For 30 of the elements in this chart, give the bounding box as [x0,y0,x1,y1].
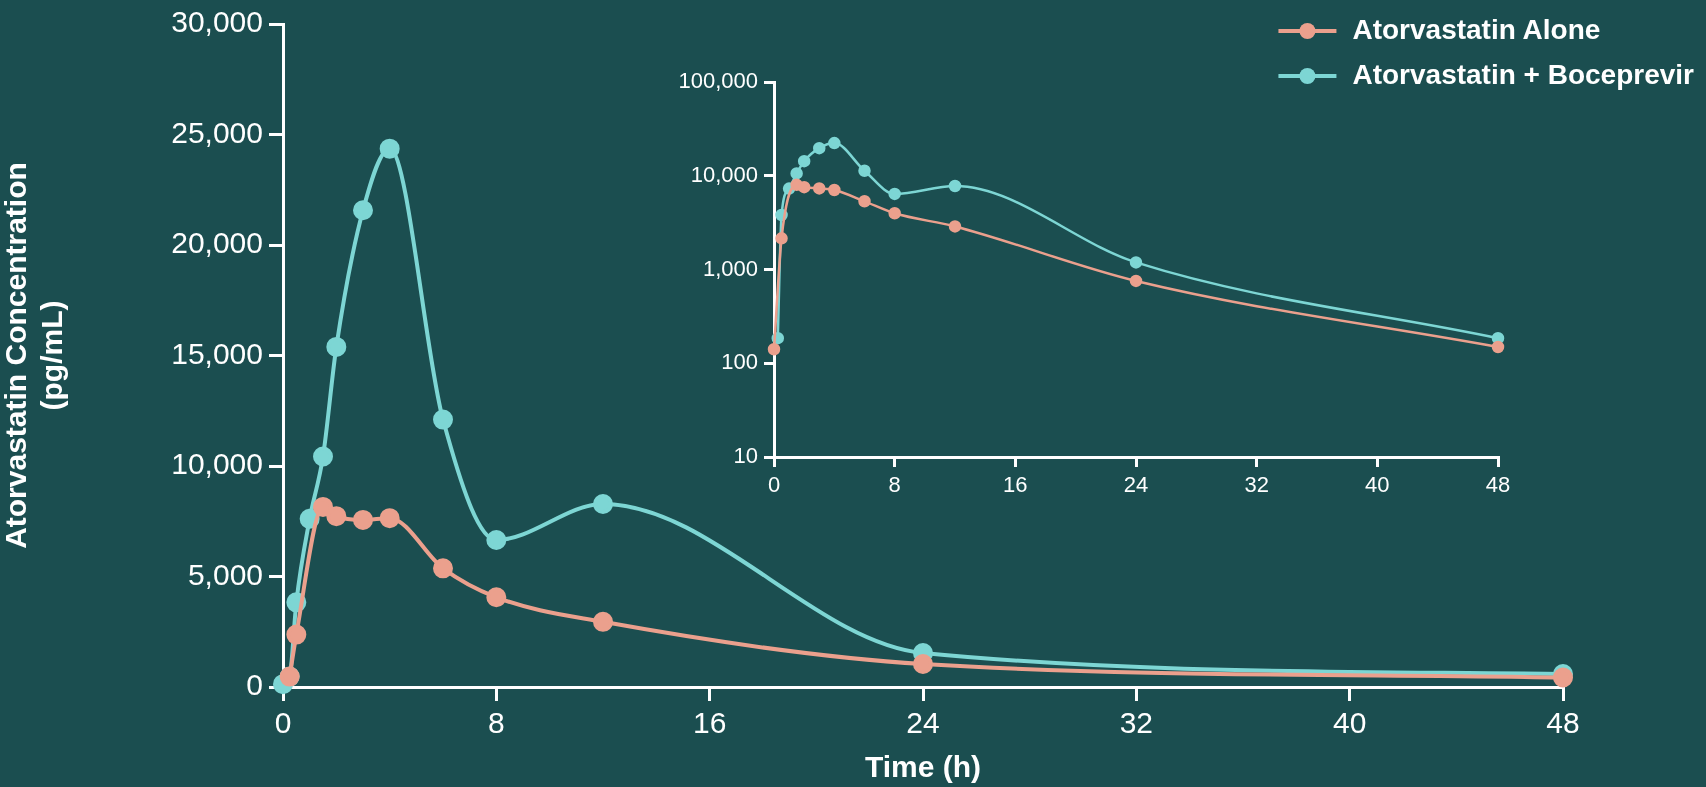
legend-label: Atorvastatin Alone [1352,13,1601,45]
y-tick-label: 100,000 [678,68,758,94]
x-tick-label: 48 [1485,472,1511,498]
y-tick-label: 10,000 [171,447,263,481]
y-tick-label: 10 [733,443,758,469]
x-tick-label: 0 [767,472,781,498]
x-tick-label: 48 [1546,706,1580,740]
y-axis-title: Atorvastatin Concentration (pg/mL) [0,162,69,549]
y-tick-label: 25,000 [171,115,263,149]
x-tick-label: 8 [888,472,901,498]
y-tick-label: 100 [721,349,758,375]
y-tick-label: 0 [246,668,263,702]
legend-label: Atorvastatin + Boceprevir [1352,58,1695,90]
y-tick-label: 5,000 [187,557,263,591]
y-tick-label: 15,000 [171,336,263,370]
x-tick-label: 16 [1003,472,1028,498]
x-tick-label: 24 [1123,472,1149,498]
y-tick-label: 30,000 [171,5,263,39]
x-tick-label: 0 [274,706,292,740]
x-tick-label: 32 [1119,706,1154,740]
x-tick-label: 8 [487,706,505,740]
x-tick-label: 24 [906,706,940,740]
y-tick-label: 1,000 [702,255,758,281]
y-tick-label: 10,000 [690,161,758,187]
x-tick-label: 16 [692,706,727,740]
x-tick-label: 32 [1244,472,1269,498]
y-tick-label: 20,000 [171,226,263,260]
x-tick-label: 40 [1332,706,1367,740]
x-tick-label: 40 [1365,472,1390,498]
x-axis-title: Time (h) [864,750,982,784]
